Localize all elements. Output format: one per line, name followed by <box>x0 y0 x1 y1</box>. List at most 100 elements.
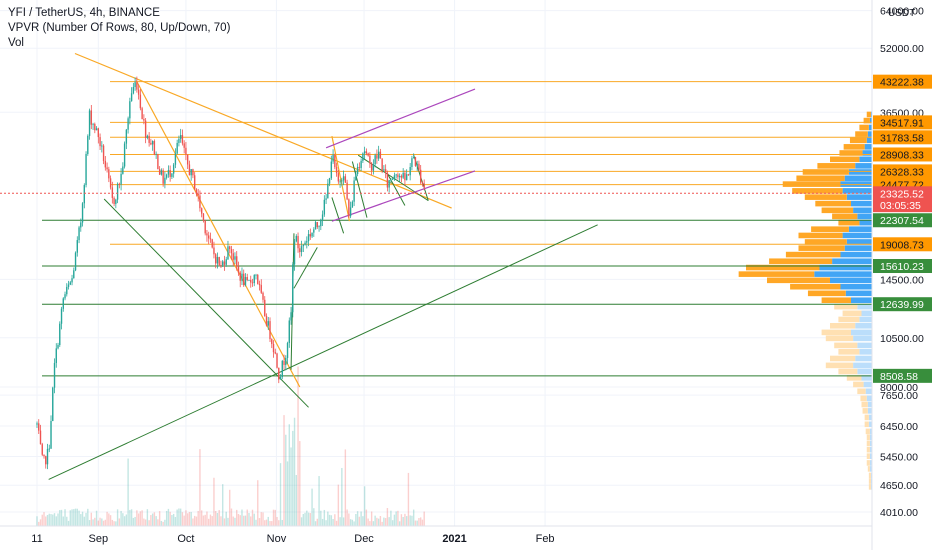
candle-body <box>358 166 361 168</box>
candle-body <box>144 120 147 138</box>
volume-bar <box>52 514 54 526</box>
time-axis[interactable]: 11 Sep Oct Nov Dec 2021 Feb <box>31 533 554 545</box>
volume-bar <box>365 509 368 526</box>
volume-bar <box>412 509 415 526</box>
candle-body <box>132 87 135 94</box>
candle-body <box>158 169 161 175</box>
candle-body <box>295 236 297 242</box>
volume-bar <box>144 519 147 526</box>
volume-bar <box>337 484 340 526</box>
profile-bar-down <box>866 453 870 459</box>
profile-bar-up <box>842 188 872 194</box>
volume-bar <box>150 515 152 526</box>
candle-body <box>199 195 201 209</box>
candle-body <box>395 174 397 176</box>
candle-body <box>332 154 334 162</box>
trend-line-green[interactable] <box>351 161 368 218</box>
profile-bar-down <box>811 226 849 232</box>
volume-bar <box>264 520 266 526</box>
profile-bar-up <box>870 472 872 479</box>
volume-bar <box>267 516 269 526</box>
price-badge: 12639.99 <box>873 297 932 312</box>
profile-bar-up <box>869 460 872 466</box>
volume-bar <box>172 513 175 526</box>
candle-body <box>418 163 420 170</box>
volume-bar <box>181 512 184 526</box>
trend-line-green[interactable] <box>331 197 345 234</box>
profile-bar-down <box>867 466 870 472</box>
candle-body <box>120 173 122 185</box>
volume-bar <box>367 518 369 526</box>
profile-bar-up <box>859 219 872 226</box>
trend-line-purple[interactable] <box>325 88 476 149</box>
profile-bar-up <box>845 290 872 297</box>
candle-body <box>213 247 215 255</box>
volume-bar <box>299 441 301 526</box>
symbol-title[interactable]: YFI / TetherUS, 4h, BINANCE <box>8 7 160 19</box>
horizontal-levels <box>42 81 872 377</box>
profile-bar-down <box>843 144 865 150</box>
profile-bar-up <box>830 277 872 284</box>
candle-body <box>237 266 240 273</box>
candle-body <box>321 214 324 220</box>
volume-bar <box>99 517 101 526</box>
volume-bar <box>130 509 133 526</box>
indicator-label[interactable]: VPVR (Number Of Rows, 80, Up/Down, 70) <box>8 22 231 34</box>
candle-body <box>52 387 54 421</box>
trend-line-green[interactable] <box>103 198 309 408</box>
candle-body <box>39 430 42 445</box>
volume-bar <box>362 516 364 526</box>
volume-bar <box>101 518 103 526</box>
price-badge: 43222.38 <box>873 74 932 89</box>
candle-body <box>341 180 343 182</box>
candle-body <box>176 142 178 154</box>
profile-bar-down <box>798 232 843 239</box>
candle-body <box>179 135 182 139</box>
volume-bar <box>269 521 271 526</box>
candle-body <box>262 292 264 300</box>
trend-line-purple[interactable] <box>331 170 476 222</box>
candle-body <box>236 256 238 267</box>
volume-bar <box>363 486 366 526</box>
volume-bar <box>411 515 413 526</box>
volume-bar <box>192 518 194 526</box>
volume-bar <box>71 509 73 526</box>
candle-body <box>257 274 259 284</box>
trend-line-green[interactable] <box>48 224 598 480</box>
trend-line-orange[interactable] <box>135 80 301 388</box>
volume-bar <box>46 514 49 526</box>
volume-bar <box>157 519 159 526</box>
trend-line-green[interactable] <box>386 173 406 206</box>
price-tick-label: 4650.00 <box>880 480 918 492</box>
candle-body <box>316 222 319 228</box>
price-badge-bg <box>873 147 932 162</box>
volume-bar <box>225 511 227 526</box>
trend-line-green[interactable] <box>293 247 318 289</box>
candle-body <box>160 170 163 175</box>
candle-body <box>409 166 411 176</box>
profile-bar-up <box>869 466 872 472</box>
volume-bar <box>153 512 156 526</box>
volume-bar <box>334 514 336 526</box>
trend-line-orange[interactable] <box>331 135 351 222</box>
price-badge-bg <box>873 259 932 274</box>
profile-bar-up <box>868 421 872 428</box>
volume-bar <box>171 515 173 526</box>
volume-bar <box>390 510 392 526</box>
volume-bar <box>188 511 191 526</box>
profile-bar-down <box>853 381 864 388</box>
candle-body <box>67 284 70 287</box>
candle-body <box>414 157 417 166</box>
profile-bar-up <box>868 414 872 421</box>
candle-body <box>169 170 171 177</box>
time-tick-label: Sep <box>89 533 109 545</box>
volume-label[interactable]: Vol <box>8 37 24 49</box>
volume-bar <box>200 510 203 526</box>
candle-body <box>113 197 115 204</box>
volume-bar <box>73 509 75 526</box>
profile-bar-up <box>844 175 872 182</box>
volume-bar <box>384 518 387 526</box>
profile-bar-up <box>859 316 872 323</box>
volume-bar <box>234 517 236 526</box>
